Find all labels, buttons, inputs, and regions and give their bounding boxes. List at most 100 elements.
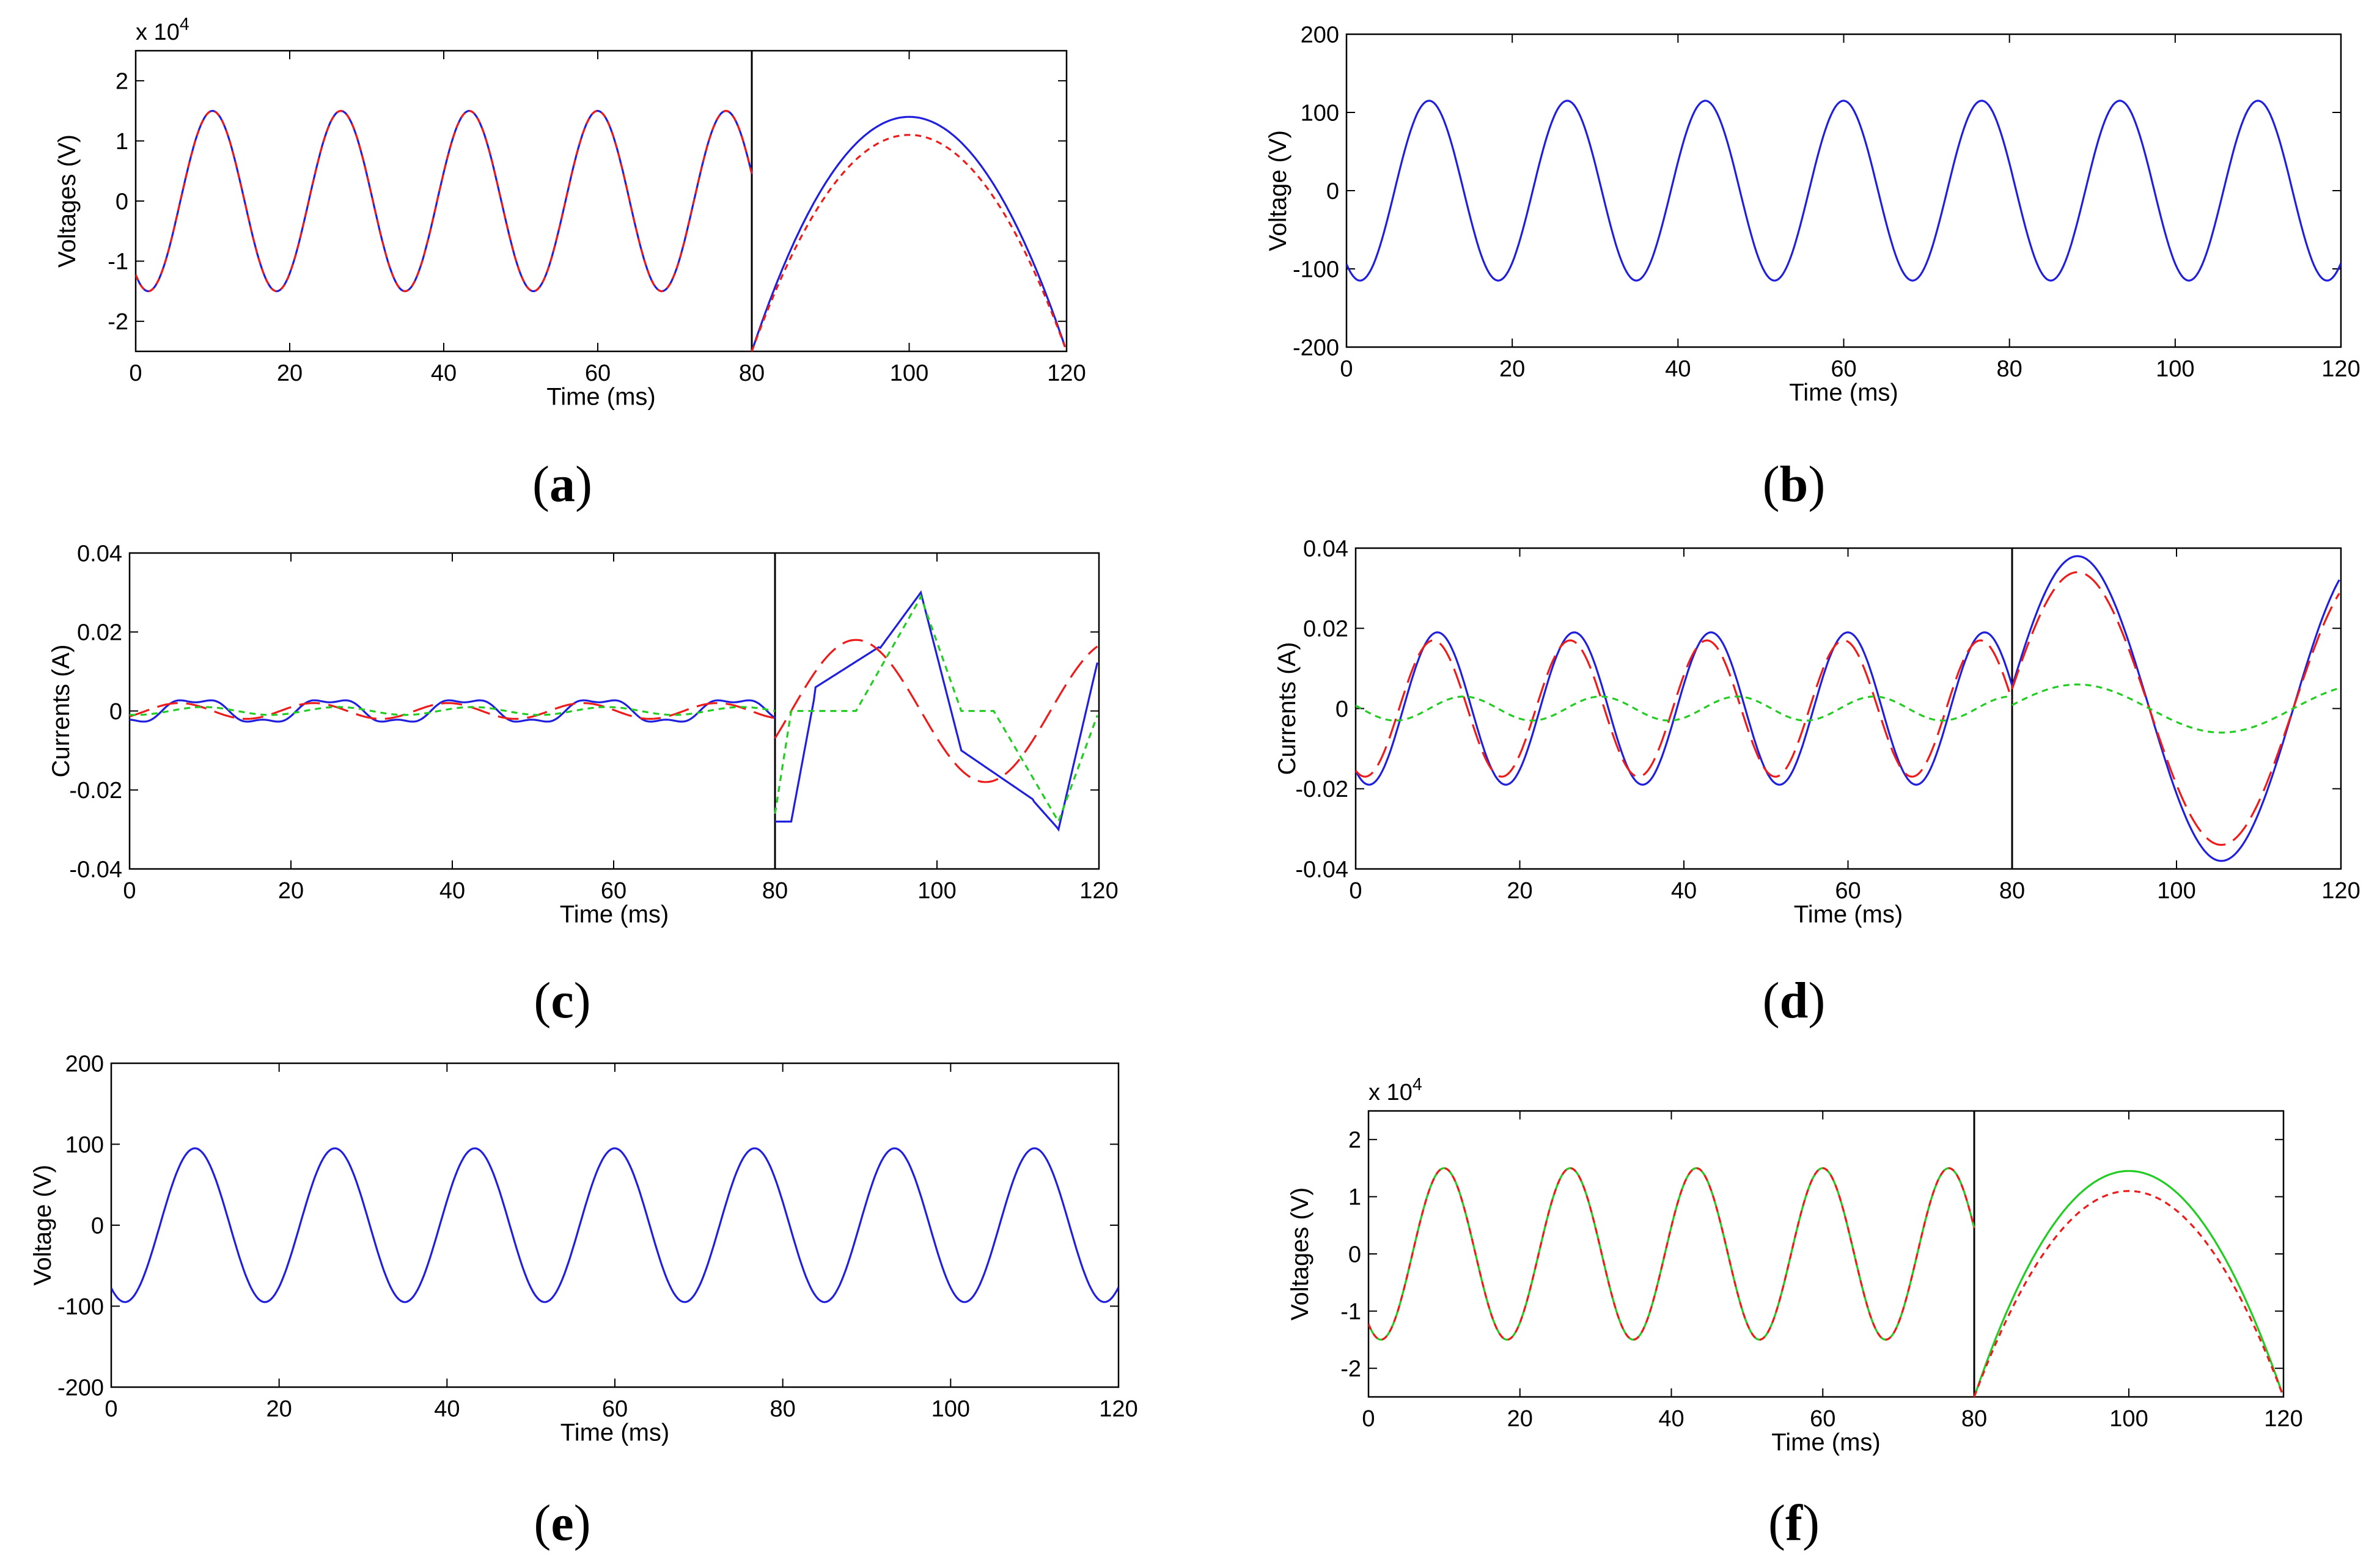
caption-letter: a — [549, 456, 575, 513]
x-tick-label: 60 — [602, 1396, 628, 1422]
caption-letter: b — [1780, 456, 1809, 513]
y-axis-label: Voltage (V) — [29, 1165, 56, 1286]
y-tick-label: 2 — [116, 69, 128, 95]
panel-caption: (f) — [1768, 1495, 1820, 1552]
y-tick-label: -100 — [57, 1294, 104, 1320]
x-tick-label: 60 — [601, 878, 626, 904]
x-tick-label: 100 — [890, 361, 928, 386]
plot-area — [111, 1147, 1119, 1303]
x-tick-label: 40 — [431, 361, 457, 386]
x-tick-label: 40 — [1665, 356, 1691, 382]
axis-exponent: x 104 — [1369, 1075, 1422, 1105]
x-tick-label: 120 — [2321, 878, 2360, 904]
plot-frame — [110, 1062, 1120, 1388]
x-tick-label: 80 — [1999, 878, 2025, 904]
series-line-blue — [136, 109, 753, 293]
x-axis-label: Time (ms) — [1794, 901, 1903, 928]
panel-caption: (d) — [1763, 972, 1826, 1029]
x-tick-label: 80 — [739, 361, 765, 386]
x-tick-label: 20 — [266, 1396, 292, 1422]
axis-exponent: x 104 — [136, 15, 189, 45]
x-tick-label: 0 — [1349, 878, 1362, 904]
x-tick-label: 100 — [2109, 1406, 2148, 1432]
x-axis-label: Time (ms) — [1789, 379, 1898, 406]
x-tick-label: 20 — [1499, 356, 1525, 382]
caption-letter: c — [551, 972, 573, 1029]
x-tick-label: 0 — [1340, 356, 1353, 382]
zoom-series-line-blue — [751, 115, 1066, 351]
y-tick-label: -100 — [1293, 257, 1339, 282]
series-line-blue — [1356, 631, 2013, 786]
x-tick-label: 80 — [762, 878, 788, 904]
panel-e: -200 -100 0 100 200 0 20 40 60 80 100 120 Time (ms) V… — [29, 1051, 1138, 1552]
exponent-power: 4 — [1413, 1075, 1422, 1094]
x-tick-label: 0 — [129, 361, 142, 386]
zoom-series-line-green — [1973, 1170, 2283, 1397]
x-axis-label: Time (ms) — [560, 901, 669, 928]
panel-caption: (e) — [534, 1495, 590, 1552]
y-tick-label: 1 — [116, 129, 128, 155]
y-tick-label: 2 — [1348, 1127, 1361, 1153]
x-axis-label: Time (ms) — [560, 1419, 669, 1446]
plot-area — [1356, 555, 2340, 862]
x-tick-label: 100 — [2157, 878, 2195, 904]
y-tick-label: 0.04 — [77, 541, 122, 566]
y-axis-label: Currents (A) — [1274, 642, 1301, 775]
x-tick-label: 120 — [1099, 1396, 1137, 1422]
series-line-blue — [1346, 100, 2341, 282]
plot-area — [1346, 100, 2341, 282]
exponent-base: x 10 — [136, 20, 180, 45]
exponent-base: x 10 — [1369, 1080, 1413, 1105]
panel-caption: (a) — [532, 456, 592, 513]
y-axis-label: Voltages (V) — [54, 134, 81, 268]
y-tick-label: 0.04 — [1303, 536, 1348, 562]
x-axis-label: Time (ms) — [546, 383, 655, 410]
x-tick-label: 40 — [1658, 1406, 1684, 1432]
x-tick-label: 120 — [2264, 1406, 2302, 1432]
series-line-red — [1369, 1167, 1975, 1341]
y-tick-label: -0.04 — [69, 857, 122, 882]
zoom-series-line-red — [1973, 1190, 2283, 1397]
x-tick-label: 40 — [1671, 878, 1697, 904]
x-tick-label: 120 — [2321, 356, 2360, 382]
plot-frame — [134, 49, 1068, 353]
x-tick-label: 60 — [1831, 356, 1856, 382]
caption-letter: d — [1780, 972, 1809, 1029]
panel-caption: (b) — [1763, 456, 1826, 513]
y-tick-label: -200 — [57, 1375, 104, 1401]
y-tick-label: -200 — [1293, 335, 1339, 361]
panel-caption: (c) — [534, 972, 590, 1029]
zoom-series-line-red — [2011, 571, 2340, 846]
y-tick-label: -2 — [1340, 1357, 1361, 1382]
x-tick-label: 100 — [917, 878, 956, 904]
x-tick-label: 0 — [1362, 1406, 1375, 1432]
x-tick-label: 40 — [439, 878, 465, 904]
x-tick-label: 120 — [1047, 361, 1086, 386]
series-line-blue — [130, 699, 776, 723]
plot-frame — [1345, 33, 2342, 348]
x-tick-label: 100 — [931, 1396, 970, 1422]
y-tick-label: 200 — [65, 1051, 104, 1077]
plot-area — [130, 590, 1098, 832]
x-tick-label: 60 — [585, 361, 611, 386]
zoom-series-line-red — [774, 639, 1098, 783]
series-line-green — [130, 706, 776, 716]
x-tick-label: 0 — [105, 1396, 117, 1422]
y-tick-label: -0.02 — [1295, 777, 1348, 802]
zoom-series-line-green — [774, 593, 1098, 824]
caption-letter: f — [1785, 1495, 1803, 1552]
y-tick-label: 100 — [1301, 100, 1339, 126]
series-line-red — [136, 109, 753, 293]
y-tick-label: 100 — [65, 1132, 104, 1158]
y-tick-label: 0.02 — [1303, 617, 1348, 642]
zoom-series-line-blue — [2011, 555, 2340, 862]
series-line-red — [130, 702, 776, 720]
x-tick-label: 100 — [2156, 356, 2194, 382]
panel-c: -0.04 -0.02 0 0.02 0.04 0 20 40 60 80 100 120 Time (… — [48, 541, 1119, 1029]
x-tick-label: 0 — [123, 878, 136, 904]
panel-b: -200 -100 0 100 200 0 20 40 60 80 100 120 Time (ms) V… — [1265, 22, 2360, 513]
zoom-series-line-green — [2011, 683, 2340, 734]
y-tick-label: 1 — [1348, 1185, 1361, 1211]
